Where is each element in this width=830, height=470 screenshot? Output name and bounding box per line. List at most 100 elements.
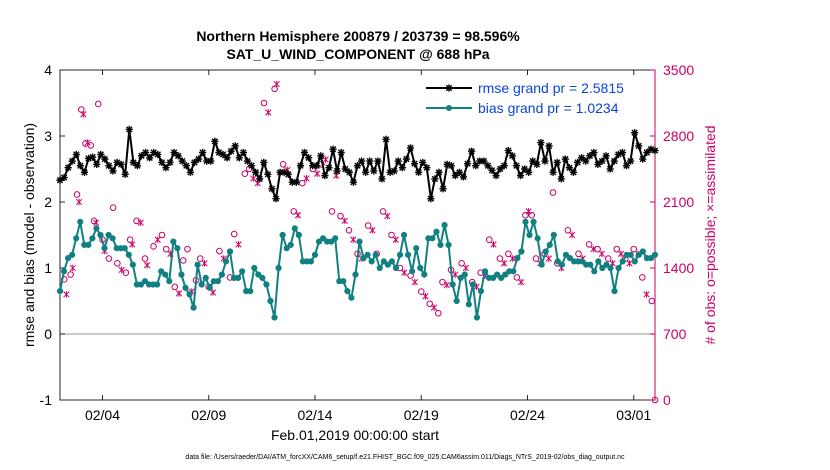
bias-point (380, 258, 387, 265)
obs-assimilated-marker (63, 291, 70, 298)
obs-possible-marker (513, 274, 521, 281)
rmse-point (345, 168, 353, 176)
rmse-point (223, 154, 231, 162)
obs-possible-marker (158, 231, 166, 239)
star-stroke (549, 169, 557, 176)
obs-assimilated-marker (273, 80, 280, 88)
rmse-point (284, 170, 292, 178)
star-stroke (240, 149, 247, 156)
rmse-point (427, 195, 435, 203)
rmse-point (199, 148, 207, 157)
rmse-point (626, 157, 635, 165)
rmse-point (129, 158, 137, 166)
rmse-point (398, 164, 406, 172)
star-stroke (252, 169, 259, 176)
star-stroke (399, 164, 406, 171)
obs-possible-marker (496, 255, 504, 262)
star-stroke (411, 160, 418, 167)
obs-assimilated-marker (303, 175, 310, 182)
bias-point (247, 288, 254, 295)
star-stroke (639, 155, 646, 163)
bias-point (607, 264, 614, 272)
legend-marker-bias (446, 105, 452, 111)
bias-point (413, 245, 420, 252)
y-right-tick-label: 3500 (663, 62, 694, 78)
rmse-point (463, 160, 472, 168)
bias-point (514, 255, 521, 262)
obs-possible-marker (439, 278, 446, 286)
rmse-point (525, 168, 533, 176)
bias-point (364, 251, 371, 258)
bias-point (141, 278, 149, 285)
bias-point (178, 271, 185, 278)
star-stroke (256, 175, 263, 183)
bias-point (73, 235, 80, 242)
obs-possible-marker (549, 189, 557, 196)
star-stroke (338, 149, 345, 156)
bias-point (348, 294, 355, 301)
rmse-point (264, 170, 272, 178)
star-stroke (158, 159, 166, 166)
bias-point (481, 268, 489, 275)
rmse-point (72, 150, 80, 159)
star-stroke (362, 169, 369, 176)
y-right-tick-label: 1400 (663, 260, 694, 276)
star-stroke (264, 171, 272, 178)
rmse-point (639, 155, 647, 163)
bias-point (376, 264, 383, 272)
obs-assimilated-marker (143, 261, 151, 269)
rmse-point (93, 160, 101, 168)
y-tick-label: -1 (40, 392, 53, 408)
star-stroke (93, 161, 100, 168)
bias-point (121, 245, 128, 252)
y-right-tick-label: 2800 (663, 128, 694, 144)
rmse-point (235, 154, 243, 162)
obs-assimilated-marker (411, 278, 419, 286)
rmse-point (504, 146, 512, 155)
star-stroke (179, 157, 186, 165)
rmse-point (455, 168, 463, 176)
rmse-point (553, 158, 561, 166)
obs-possible-marker (109, 204, 117, 211)
star-stroke (232, 142, 239, 150)
bias-point (283, 245, 290, 252)
bias-point (538, 261, 545, 268)
rmse-point (64, 164, 72, 172)
bias-point (315, 238, 323, 245)
bias-point (69, 251, 76, 258)
star-stroke (199, 149, 206, 156)
bias-point (137, 281, 145, 288)
bias-point (603, 261, 610, 268)
bias-point (85, 241, 92, 248)
bias-point (534, 235, 541, 242)
bias-point (186, 291, 193, 298)
star-stroke (627, 157, 634, 165)
rmse-point (300, 148, 309, 157)
bias-point (311, 251, 319, 258)
bias-point (109, 235, 116, 242)
rmse-point (260, 158, 268, 166)
star-stroke (146, 154, 153, 161)
rmse-point (313, 162, 321, 170)
bias-point (129, 261, 136, 268)
star-stroke (313, 162, 320, 169)
obs-possible-marker (87, 142, 95, 149)
bias-point (154, 281, 161, 288)
obs-possible-marker (426, 300, 434, 308)
rmse-point (500, 162, 508, 170)
star-stroke (69, 157, 76, 165)
obs-possible-marker (532, 255, 540, 262)
legend: rmse grand pr = 2.5815 bias grand pr = 1… (420, 76, 652, 120)
rmse-point (256, 175, 264, 183)
bias-point (279, 231, 286, 239)
star-stroke (81, 169, 88, 176)
bias-point (651, 251, 659, 258)
x-tick-label: 03/01 (616, 407, 651, 423)
star-stroke (366, 157, 373, 165)
rmse-point (349, 178, 358, 186)
bias-point (218, 271, 226, 278)
rmse-point (292, 178, 300, 186)
rmse-point (321, 172, 329, 180)
star-stroke (113, 159, 121, 166)
